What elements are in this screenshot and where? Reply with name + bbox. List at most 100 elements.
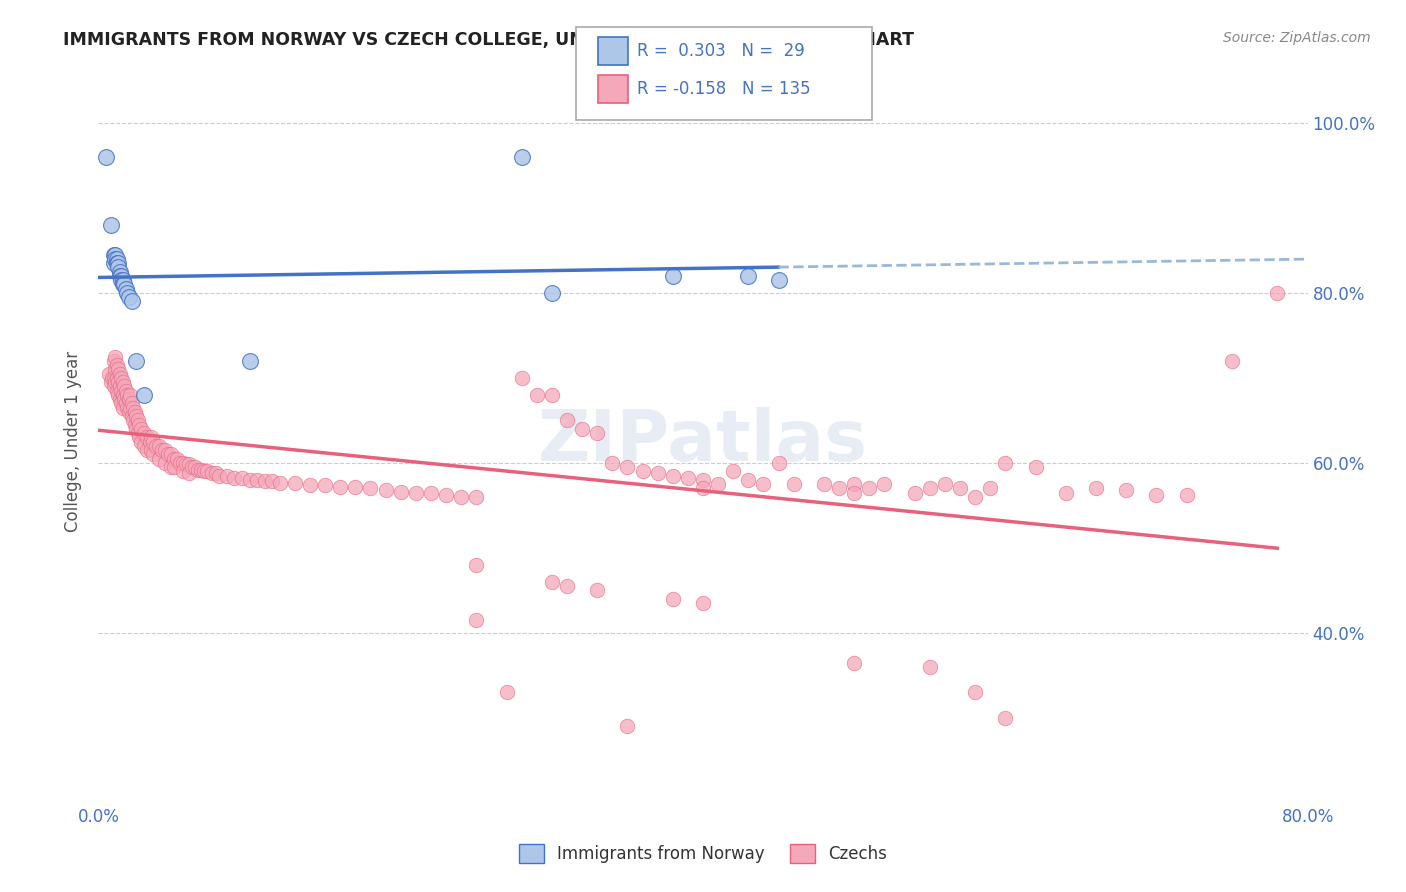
Point — [142, 447, 165, 461]
Point — [148, 451, 170, 466]
Point — [98, 367, 121, 381]
Point — [844, 656, 866, 670]
Point — [540, 285, 562, 300]
Point — [108, 268, 131, 283]
Point — [844, 485, 866, 500]
Point — [132, 388, 155, 402]
Point — [105, 384, 128, 398]
Point — [104, 362, 127, 376]
Point — [105, 358, 128, 372]
Point — [145, 439, 167, 453]
Point — [125, 353, 148, 368]
Point — [526, 388, 548, 402]
Point — [858, 481, 880, 495]
Point — [510, 150, 533, 164]
Point — [752, 477, 775, 491]
Text: IMMIGRANTS FROM NORWAY VS CZECH COLLEGE, UNDER 1 YEAR CORRELATION CHART: IMMIGRANTS FROM NORWAY VS CZECH COLLEGE,… — [63, 31, 914, 49]
Point — [108, 379, 131, 393]
Point — [231, 471, 253, 485]
Point — [661, 468, 683, 483]
Point — [124, 405, 146, 419]
Point — [105, 371, 128, 385]
Point — [115, 388, 138, 402]
Point — [540, 574, 562, 589]
Point — [314, 478, 336, 492]
Point — [121, 409, 143, 423]
Point — [184, 460, 207, 475]
Point — [128, 430, 150, 444]
Legend: Immigrants from Norway, Czechs: Immigrants from Norway, Czechs — [519, 844, 887, 863]
Point — [918, 481, 941, 495]
Point — [676, 471, 699, 485]
Point — [128, 417, 150, 432]
Point — [114, 396, 136, 410]
Point — [692, 473, 714, 487]
Point — [104, 252, 127, 266]
Point — [1115, 483, 1137, 497]
Point — [262, 475, 284, 489]
Point — [239, 473, 262, 487]
Point — [723, 464, 745, 478]
Point — [132, 439, 155, 453]
Point — [918, 660, 941, 674]
Point — [828, 481, 851, 495]
Point — [100, 375, 122, 389]
Point — [420, 486, 443, 500]
Point — [465, 558, 488, 572]
Point — [150, 443, 173, 458]
Point — [586, 425, 609, 440]
Point — [389, 484, 412, 499]
Point — [124, 417, 146, 432]
Point — [904, 485, 927, 500]
Point — [783, 477, 806, 491]
Point — [103, 247, 125, 261]
Point — [139, 434, 162, 449]
Point — [1054, 485, 1077, 500]
Point — [166, 451, 188, 466]
Point — [707, 477, 730, 491]
Point — [994, 456, 1017, 470]
Point — [647, 466, 669, 480]
Point — [135, 430, 157, 444]
Point — [112, 277, 135, 292]
Point — [160, 447, 183, 461]
Point — [104, 247, 127, 261]
Point — [555, 413, 578, 427]
Point — [965, 490, 987, 504]
Point — [160, 460, 183, 475]
Point — [768, 273, 790, 287]
Point — [108, 392, 131, 406]
Point — [108, 367, 131, 381]
Point — [105, 256, 128, 270]
Point — [115, 401, 138, 415]
Point — [495, 685, 517, 699]
Point — [120, 388, 142, 402]
Point — [994, 711, 1017, 725]
Point — [111, 401, 134, 415]
Text: Source: ZipAtlas.com: Source: ZipAtlas.com — [1223, 31, 1371, 45]
Point — [148, 439, 170, 453]
Point — [107, 362, 129, 376]
Point — [374, 483, 396, 497]
Point — [187, 462, 209, 476]
Text: R =  0.303   N =  29: R = 0.303 N = 29 — [637, 42, 804, 60]
Y-axis label: College, Under 1 year: College, Under 1 year — [65, 351, 83, 533]
Point — [153, 456, 176, 470]
Point — [190, 462, 212, 476]
Point — [125, 409, 148, 423]
Point — [510, 371, 533, 385]
Point — [107, 388, 129, 402]
Point — [215, 468, 238, 483]
Point — [118, 405, 141, 419]
Point — [616, 460, 638, 475]
Point — [172, 464, 194, 478]
Point — [965, 685, 987, 699]
Point — [153, 443, 176, 458]
Point — [661, 268, 683, 283]
Point — [737, 268, 759, 283]
Point — [571, 422, 593, 436]
Point — [344, 480, 367, 494]
Point — [465, 613, 488, 627]
Point — [112, 392, 135, 406]
Point — [692, 481, 714, 495]
